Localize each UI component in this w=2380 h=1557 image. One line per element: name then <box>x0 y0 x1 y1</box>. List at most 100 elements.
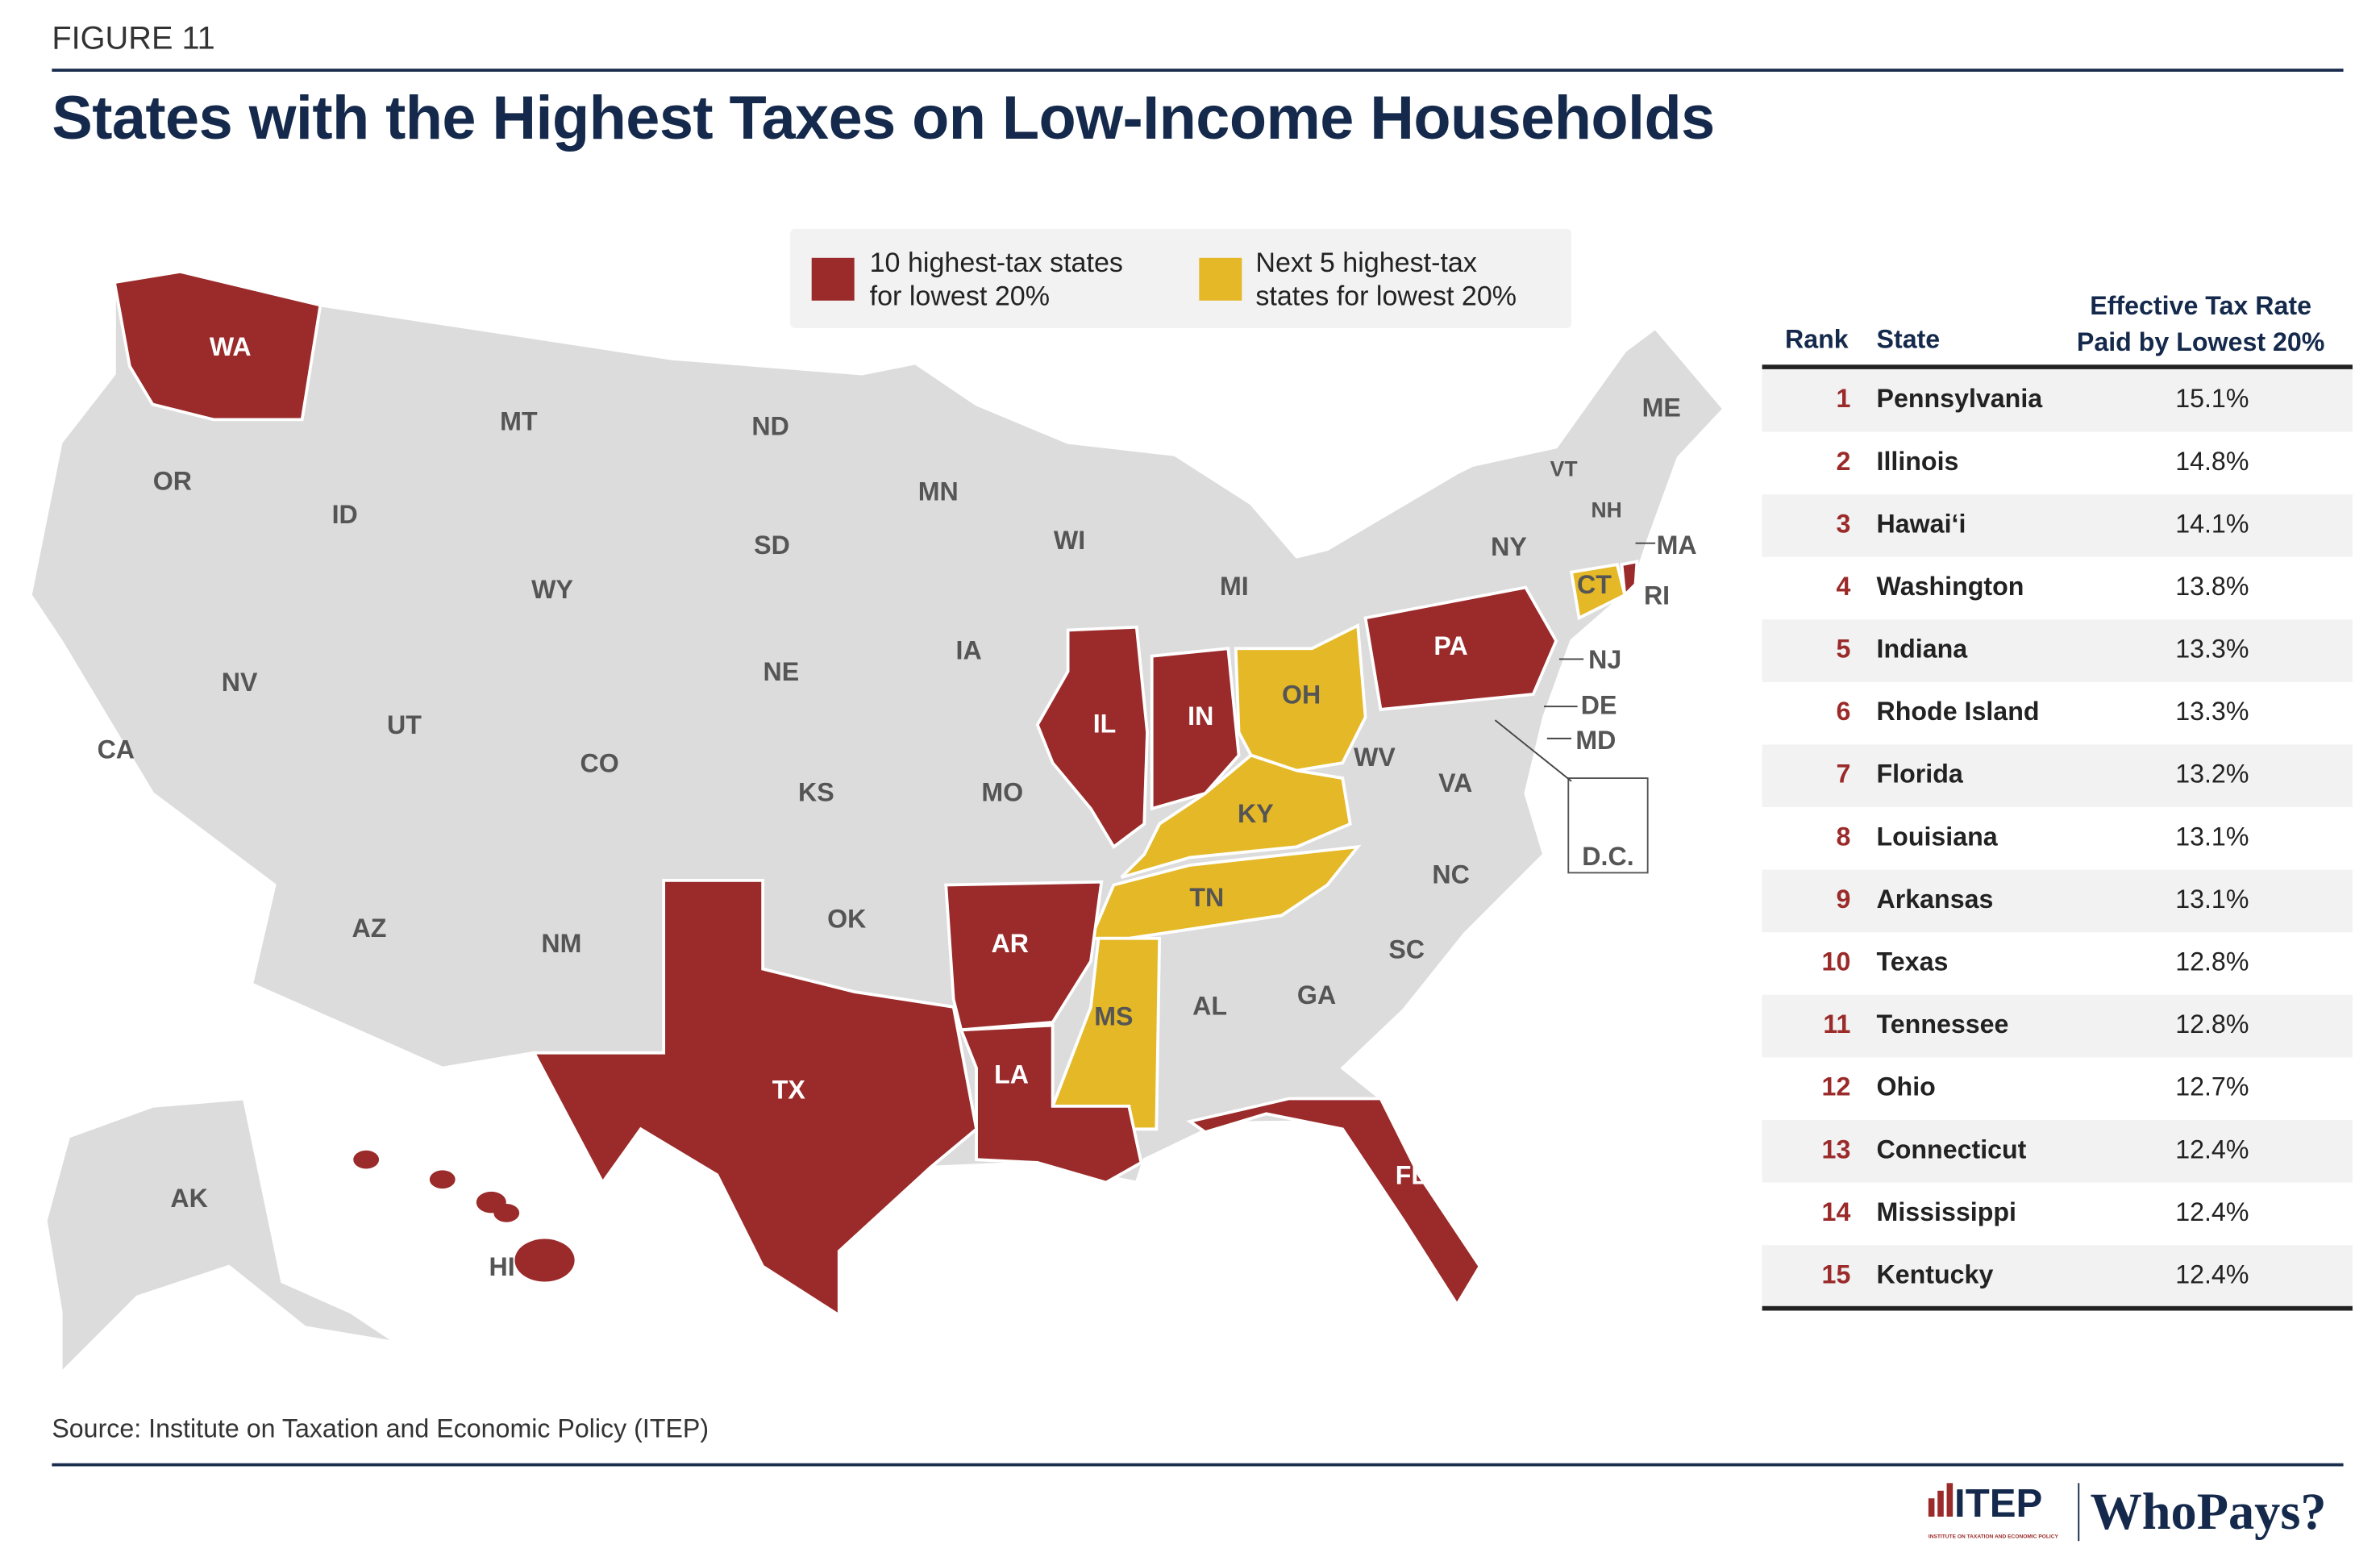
tax-rate: 12.7% <box>2175 1072 2249 1102</box>
state-label-D.C.: D.C. <box>1582 842 1633 871</box>
header-rate-line2: Paid by Lowest 20% <box>2076 327 2325 357</box>
state-shape-PA <box>1363 585 1558 711</box>
legend: 10 highest-tax states for lowest 20% Next… <box>790 228 1572 328</box>
table-row: 12 Ohio 12.7% <box>1762 1057 2353 1120</box>
state-name: Washington <box>1876 572 2024 602</box>
state-label-OH: OH <box>1282 680 1321 709</box>
state-shape-HI <box>514 1239 575 1282</box>
state-shape-RI <box>1620 560 1639 599</box>
table-row: 10 Texas 12.8% <box>1762 932 2353 995</box>
state-label-ND: ND <box>751 411 788 440</box>
rank: 7 <box>1836 760 1851 789</box>
state-label-VT: VT <box>1550 456 1578 481</box>
state-label-AZ: AZ <box>352 914 386 943</box>
state-label-KS: KS <box>798 777 834 806</box>
state-shape-HI <box>493 1204 520 1222</box>
state-shape-HI <box>429 1170 456 1189</box>
tax-rate: 12.4% <box>2175 1197 2249 1227</box>
logo-whopays: WhoPays? <box>2090 1483 2326 1540</box>
state-name: Indiana <box>1876 635 1968 664</box>
tax-rate: 15.1% <box>2175 384 2249 414</box>
state-shape-HI <box>353 1150 380 1169</box>
rank: 2 <box>1836 447 1851 477</box>
state-label-MI: MI <box>1220 572 1249 601</box>
state-label-RI: RI <box>1644 581 1670 610</box>
state-shape-OH <box>1234 622 1367 772</box>
legend-next5-line1: Next 5 highest-tax <box>1255 247 1477 278</box>
state-label-UT: UT <box>387 710 422 739</box>
state-label-CO: CO <box>580 749 619 778</box>
state-label-AR: AR <box>991 929 1028 958</box>
rank: 15 <box>1821 1260 1851 1289</box>
state-label-OK: OK <box>827 905 866 934</box>
table-row: 7 Florida 13.2% <box>1762 744 2353 808</box>
state-name: Texas <box>1876 947 1949 977</box>
table-row: 2 Illinois 14.8% <box>1762 432 2353 495</box>
tax-rate: 13.1% <box>2175 885 2249 914</box>
legend-top10-line2: for lowest 20% <box>869 281 1051 312</box>
state-name: Ohio <box>1876 1072 1936 1102</box>
state-shape-AR <box>944 880 1104 1032</box>
state-label-CT: CT <box>1577 570 1612 599</box>
state-name: Tennessee <box>1876 1010 2009 1039</box>
tax-rate: 12.8% <box>2175 947 2249 977</box>
top-rule <box>52 69 2344 72</box>
state-label-MO: MO <box>981 777 1023 806</box>
state-label-TN: TN <box>1189 883 1224 912</box>
tax-rate: 12.4% <box>2175 1134 2249 1164</box>
state-label-TX: TX <box>772 1075 806 1104</box>
rank: 1 <box>1836 384 1851 414</box>
table-row: 5 Indiana 13.3% <box>1762 619 2353 682</box>
state-name: Arkansas <box>1876 885 1994 914</box>
tax-rate: 14.1% <box>2175 510 2249 539</box>
tax-rate: 13.2% <box>2175 760 2249 789</box>
state-name: Louisiana <box>1876 822 1998 851</box>
state-label-AK: AK <box>170 1184 207 1213</box>
rank: 12 <box>1821 1072 1851 1102</box>
leader-lines <box>1494 542 1656 782</box>
rank: 6 <box>1836 697 1851 726</box>
state-label-WY: WY <box>531 575 573 604</box>
state-label-DE: DE <box>1581 691 1617 720</box>
state-label-MS: MS <box>1094 1002 1133 1031</box>
state-label-MT: MT <box>500 407 538 436</box>
tax-rate: 12.8% <box>2175 1010 2249 1039</box>
state-label-GA: GA <box>1297 980 1336 1010</box>
table-row: 1 Pennsylvania 15.1% <box>1762 368 2353 432</box>
state-label-NM: NM <box>541 929 581 958</box>
table-row: 11 Tennessee 12.8% <box>1762 994 2353 1058</box>
tax-rate: 14.8% <box>2175 447 2249 477</box>
rank: 11 <box>1823 1010 1851 1039</box>
table-row: 9 Arkansas 13.1% <box>1762 869 2353 933</box>
state-label-FL: FL <box>1396 1160 1427 1189</box>
figure-label: FIGURE 11 <box>52 21 215 57</box>
tax-rate: 13.3% <box>2175 697 2249 726</box>
table-row: 4 Washington 13.8% <box>1762 557 2353 620</box>
state-label-WA: WA <box>210 332 252 361</box>
state-label-SC: SC <box>1388 935 1425 964</box>
state-label-HI: HI <box>489 1252 514 1281</box>
state-label-AL: AL <box>1192 991 1227 1020</box>
header-rank: Rank <box>1784 325 1849 355</box>
us-map: WA OR CA ID NV MT WY UT AZ ND SD NE CO NM KS OK TX MN IA MO… <box>28 269 1726 1377</box>
state-label-IN: IN <box>1188 701 1213 731</box>
legend-next5-line2: states for lowest 20% <box>1255 281 1517 312</box>
page-title: States with the Highest Taxes on Low-Inc… <box>52 85 1715 153</box>
state-name: Pennsylvania <box>1876 384 2043 414</box>
legend-swatch-top10 <box>811 257 855 301</box>
table-row: 3 Hawaiʻi 14.1% <box>1762 494 2353 557</box>
table-row: 14 Mississippi 12.4% <box>1762 1183 2353 1246</box>
legend-label-next5: Next 5 highest-tax states for lowest 20% <box>1255 246 1517 313</box>
state-label-NH: NH <box>1591 497 1621 522</box>
state-name: Rhode Island <box>1876 697 2040 726</box>
source-note: Source: Institute on Taxation and Econom… <box>52 1414 709 1444</box>
bottom-page-rule <box>52 1463 2344 1467</box>
state-label-LA: LA <box>994 1060 1029 1089</box>
table-row: 8 Louisiana 13.1% <box>1762 807 2353 870</box>
rank: 4 <box>1836 572 1851 602</box>
dc-inset-box <box>1567 777 1649 874</box>
logo-itep-sub: INSTITUTE ON TAXATION AND ECONOMIC POLIC… <box>1929 1534 2059 1539</box>
state-label-MA: MA <box>1657 531 1697 560</box>
logo-itep: ITEP <box>1954 1481 2042 1526</box>
